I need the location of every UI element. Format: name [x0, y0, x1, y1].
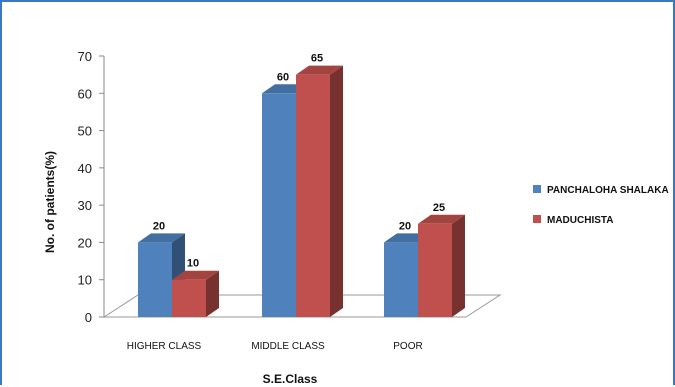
- bar-front: [296, 74, 330, 318]
- data-label: 10: [187, 258, 199, 270]
- bar-side: [330, 65, 343, 317]
- x-axis-categories: HIGHER CLASS MIDDLE CLASS POOR: [127, 341, 423, 352]
- y-tick-label: 20: [78, 235, 92, 250]
- x-axis-title: S.E.Class: [263, 372, 318, 386]
- bar-front: [384, 242, 418, 317]
- data-labels: 20 10 60 65 20 25: [153, 53, 445, 270]
- data-label: 25: [433, 202, 445, 214]
- bar-side: [206, 270, 219, 317]
- y-tick-label: 10: [78, 273, 92, 288]
- legend-swatch: [533, 185, 541, 193]
- data-label: 60: [277, 71, 289, 83]
- legend-label: PANCHALOHA SHALAKA: [547, 185, 669, 196]
- y-tick-label: 50: [78, 124, 92, 139]
- y-tick-label: 0: [85, 310, 92, 325]
- data-label: 65: [311, 53, 323, 65]
- bar-front: [262, 93, 296, 318]
- bar-maduchista-poor: [418, 214, 465, 317]
- bar-front: [172, 279, 206, 317]
- data-label: 20: [399, 220, 411, 232]
- legend-label: MADUCHISTA: [547, 215, 613, 226]
- y-tick-label: 30: [78, 198, 92, 213]
- legend-item: MADUCHISTA: [533, 215, 613, 226]
- bar-top: [418, 214, 465, 224]
- x-category-label: MIDDLE CLASS: [251, 341, 325, 352]
- bar-side: [452, 214, 465, 317]
- data-label: 20: [153, 220, 165, 232]
- y-tick-label: 60: [78, 86, 92, 101]
- x-category-label: POOR: [393, 341, 422, 352]
- bars: [138, 65, 465, 318]
- legend-item: PANCHALOHA SHALAKA: [533, 185, 669, 196]
- legend-swatch: [533, 215, 541, 223]
- bar-maduchista-middle-class: [296, 65, 343, 318]
- bar-maduchista-higher-class: [172, 270, 219, 317]
- bar-top: [172, 270, 219, 280]
- bar-top: [296, 65, 343, 75]
- y-tick-label: 40: [78, 161, 92, 176]
- y-tick-label: 70: [78, 49, 92, 64]
- y-axis-title: No. of patients(%): [43, 151, 57, 253]
- bar-front: [418, 223, 452, 317]
- legend: PANCHALOHA SHALAKA MADUCHISTA: [533, 185, 669, 226]
- y-axis: 0 10 20 30 40 50 60 70: [78, 49, 105, 325]
- bar-front: [138, 242, 172, 317]
- x-category-label: HIGHER CLASS: [127, 341, 202, 352]
- bar-top: [138, 233, 185, 243]
